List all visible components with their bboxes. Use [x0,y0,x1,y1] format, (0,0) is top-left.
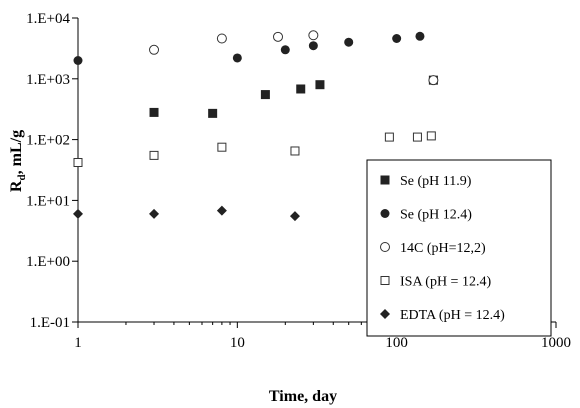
x-tick-label: 1 [74,335,82,351]
y-axis-label-main: R [8,180,25,192]
legend-entry: ISA (pH = 12.4) [380,275,491,290]
data-point [232,53,242,63]
data-points [73,30,439,222]
data-point [149,150,159,160]
data-point [392,34,402,44]
data-point [290,146,300,156]
data-point [384,132,394,142]
data-point [73,55,83,65]
y-tick-label: 1.E+03 [26,72,70,88]
legend-label: EDTA (pH = 12.4) [400,308,505,323]
y-axis-label-sub: d [16,174,28,180]
data-point [426,131,436,141]
legend-label: Se (pH 12.4) [400,208,472,223]
x-tick-label: 1000 [541,335,571,351]
series-1 [73,31,425,65]
x-axis-label: Time, day [269,388,337,405]
y-tick-label: 1.E-01 [30,315,70,331]
data-point [216,33,227,44]
x-tick-label: 10 [230,335,245,351]
y-axis-label: Rd, mL/g [8,130,28,192]
legend-marker [380,276,390,285]
y-tick-label: 1.E+01 [26,193,70,209]
data-point [280,45,290,55]
legend-marker [380,175,390,185]
legend-label: 14C (pH=12,2) [400,241,486,256]
data-point [289,211,300,222]
data-point [296,84,306,94]
legend-marker [380,242,390,252]
legend-entry: 14C (pH=12,2) [380,241,486,256]
data-point [149,44,160,55]
data-point [216,205,227,216]
legend-entry: Se (pH 11.9) [380,174,472,189]
y-axis-ticks: 1.E-01 1.E+00 1.E+01 1.E+02 1.E+03 1.E+04 [26,11,78,331]
y-tick-label: 1.E+00 [26,254,70,270]
legend-label: Se (pH 11.9) [400,174,472,189]
data-point [415,31,425,41]
data-point [412,132,422,142]
series-0 [149,75,438,118]
data-point [308,41,318,51]
legend-box [366,159,552,337]
x-tick-label: 100 [385,335,408,351]
legend-label: ISA (pH = 12.4) [400,275,491,290]
data-point [308,30,319,41]
data-point [428,75,439,86]
y-tick-label: 1.E+02 [26,133,70,149]
legend-marker [380,209,390,218]
data-point [315,80,325,90]
data-point [149,208,160,219]
legend-entry: Se (pH 12.4) [380,208,472,223]
legend-marker [380,309,390,319]
data-point [73,208,83,219]
data-point [273,31,284,42]
legend: Se (pH 11.9) Se (pH 12.4) 14C (pH=12,2) ISA… [366,159,552,337]
series-3 [73,131,436,168]
data-point [260,90,270,100]
data-point [73,158,83,168]
legend-entry: EDTA (pH = 12.4) [380,308,505,323]
data-point [217,142,227,152]
series-4 [73,205,300,222]
y-axis-label-rest: , mL/g [8,130,25,174]
data-point [344,37,354,47]
data-point [208,108,218,118]
series-2 [149,30,439,86]
data-point [149,107,159,117]
y-tick-label: 1.E+04 [26,11,70,27]
